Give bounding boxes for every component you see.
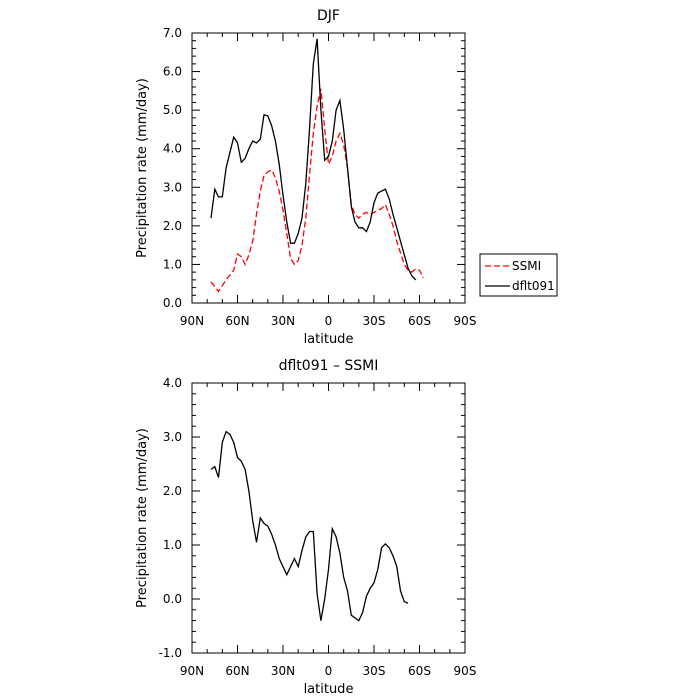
x-tick-label: 60N	[225, 314, 249, 328]
series-line-dflt091	[210, 38, 417, 281]
chart-title: dflt091 – SSMI	[279, 358, 379, 374]
legend-label: dflt091	[512, 279, 555, 293]
x-axis-label: latitude	[304, 682, 354, 697]
legend-label: SSMI	[512, 259, 541, 273]
x-tick-label: 60N	[225, 664, 249, 678]
y-tick-label: 3.0	[163, 430, 182, 444]
x-tick-label: 0	[325, 314, 333, 328]
plot-frame	[191, 32, 466, 304]
x-tick-label: 90N	[180, 314, 204, 328]
x-tick-label: 30N	[271, 664, 295, 678]
y-tick-label: 0.0	[163, 592, 182, 606]
y-tick-label: -1.0	[159, 646, 182, 660]
y-tick-label: 6.0	[163, 65, 182, 79]
y-tick-label: 7.0	[163, 26, 182, 40]
y-tick-label: 3.0	[163, 180, 182, 194]
y-tick-label: 4.0	[163, 376, 182, 390]
y-tick-label: 4.0	[163, 142, 182, 156]
y-axis-label: Precipitation rate (mm/day)	[135, 428, 150, 608]
y-tick-label: 1.0	[163, 257, 182, 271]
y-tick-label: 2.0	[163, 219, 182, 233]
y-tick-label: 1.0	[163, 538, 182, 552]
x-tick-label: 30N	[271, 314, 295, 328]
y-tick-label: 0.0	[163, 296, 182, 310]
x-tick-label: 90S	[454, 664, 477, 678]
y-axis-label: Precipitation rate (mm/day)	[135, 78, 150, 258]
x-tick-label: 90S	[454, 314, 477, 328]
plot-frame	[191, 382, 466, 654]
x-tick-label: 60S	[408, 664, 431, 678]
y-tick-label: 2.0	[163, 484, 182, 498]
x-tick-label: 90N	[180, 664, 204, 678]
chart-title: DJF	[317, 8, 340, 24]
series-line-ssmi	[210, 88, 424, 293]
series-line-difference	[210, 430, 409, 622]
legend-box	[479, 253, 558, 297]
y-tick-label: 5.0	[163, 103, 182, 117]
x-tick-label: 30S	[363, 314, 386, 328]
x-tick-label: 0	[325, 664, 333, 678]
x-axis-label: latitude	[304, 332, 354, 347]
x-tick-label: 30S	[363, 664, 386, 678]
x-tick-label: 60S	[408, 314, 431, 328]
